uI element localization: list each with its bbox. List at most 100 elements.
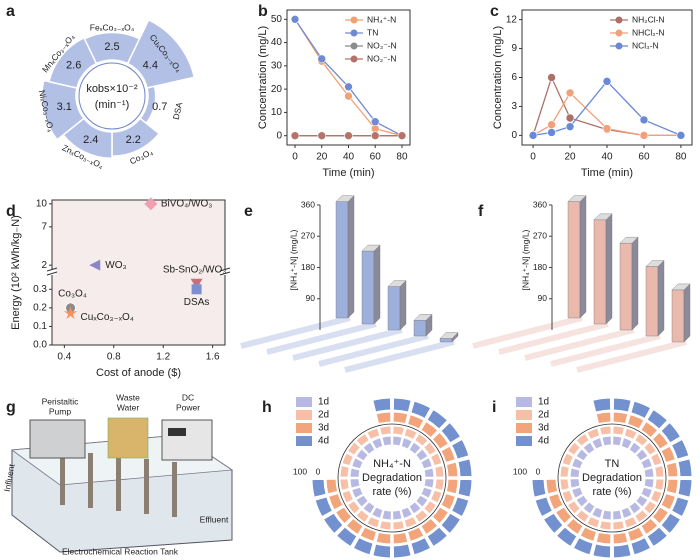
electrode bbox=[88, 453, 93, 508]
diagram-label: Water bbox=[117, 402, 140, 412]
panel-letter: c bbox=[490, 3, 499, 20]
center-text: Degradation bbox=[362, 472, 422, 484]
series-line bbox=[294, 18, 403, 137]
legend-label: NH₂Cl-N bbox=[632, 14, 665, 24]
electrode bbox=[172, 462, 177, 517]
ring-block bbox=[415, 448, 429, 462]
bar-face bbox=[335, 195, 355, 202]
panel-letter: e bbox=[244, 203, 253, 220]
ring-block bbox=[635, 448, 649, 462]
ring-block bbox=[431, 506, 450, 525]
data-point bbox=[547, 73, 556, 82]
legend-label: 4d bbox=[538, 436, 549, 447]
scale-label: 0 bbox=[536, 466, 541, 476]
bar-face bbox=[579, 195, 587, 319]
ring-block bbox=[410, 400, 432, 420]
y-tick-label: 0 bbox=[511, 130, 517, 141]
ring-block bbox=[314, 496, 334, 518]
bar-face bbox=[671, 283, 691, 291]
ring-block bbox=[634, 509, 649, 524]
bar-face bbox=[361, 250, 375, 325]
data-point bbox=[565, 88, 575, 98]
bar-face bbox=[619, 236, 639, 244]
floor-strip bbox=[292, 327, 403, 361]
ring-block bbox=[341, 452, 355, 467]
electrode bbox=[116, 456, 121, 511]
ring-block bbox=[531, 478, 547, 498]
scale-label: 100 bbox=[513, 466, 527, 476]
ring-block bbox=[545, 478, 559, 495]
y-tick-label: 360 bbox=[301, 199, 315, 209]
bar-face bbox=[631, 236, 639, 331]
y-axis-label: Concentration (mg/L) bbox=[492, 26, 504, 129]
data-point bbox=[602, 77, 612, 86]
ring-block bbox=[352, 536, 374, 556]
ring-block bbox=[628, 441, 642, 455]
axis-break-gap bbox=[221, 270, 229, 275]
ring-block bbox=[643, 478, 655, 489]
y-tick-label: 30 bbox=[271, 61, 283, 72]
legend-marker bbox=[615, 42, 623, 50]
ring-block bbox=[571, 457, 584, 470]
ring-block bbox=[403, 427, 418, 441]
value-label: 0.7 bbox=[152, 101, 167, 113]
x-tick-label: 0.8 bbox=[107, 352, 121, 363]
legend-label: 3d bbox=[538, 423, 549, 434]
data-point bbox=[639, 131, 649, 140]
diagram-label: Electrochemical Reaction Tank bbox=[62, 546, 179, 556]
ring-block bbox=[670, 496, 690, 518]
data-point bbox=[639, 115, 649, 125]
ring-block bbox=[665, 461, 679, 478]
diagram-label: Peristaltic bbox=[42, 396, 80, 406]
ring-block bbox=[612, 543, 632, 559]
bar bbox=[413, 313, 433, 337]
x-tick-label: 80 bbox=[675, 152, 687, 163]
ring-block bbox=[355, 494, 369, 508]
ring-block bbox=[362, 441, 376, 455]
ring-block bbox=[542, 512, 564, 535]
ring-block bbox=[420, 420, 439, 439]
ring-block bbox=[440, 421, 462, 444]
ring-block bbox=[660, 445, 677, 464]
legend-marker bbox=[350, 55, 358, 63]
floor-strip bbox=[266, 321, 377, 355]
bar bbox=[671, 283, 691, 343]
data-point bbox=[317, 131, 327, 140]
center-text: NH₄⁺-N bbox=[373, 458, 411, 470]
power-display bbox=[168, 428, 186, 436]
y-tick-label: 360 bbox=[533, 199, 547, 209]
ring-block bbox=[620, 506, 633, 519]
y-axis-label: Energy (10² kWh/kg₋N) bbox=[10, 215, 22, 330]
axis-break-gap bbox=[48, 270, 56, 275]
y-tick-label: 90 bbox=[538, 293, 548, 303]
legend-swatch bbox=[296, 410, 312, 420]
value-label: 2.6 bbox=[66, 59, 81, 71]
ring-block bbox=[457, 458, 473, 478]
bar bbox=[567, 195, 587, 319]
pump bbox=[29, 419, 86, 459]
y-tick-label: 20 bbox=[271, 84, 283, 95]
ring-block bbox=[311, 478, 327, 498]
ring-block bbox=[381, 435, 392, 447]
bar-face bbox=[605, 213, 613, 325]
marker bbox=[89, 259, 101, 271]
ring-block bbox=[327, 492, 344, 511]
y-tick-label: 0.3 bbox=[33, 284, 47, 295]
legend-label: NHCl₂-N bbox=[632, 27, 665, 37]
ring-block bbox=[392, 531, 409, 545]
diagram-label: Influent bbox=[2, 463, 17, 493]
point-label: BiVO₄/WO₃ bbox=[161, 198, 213, 209]
ring-block bbox=[355, 509, 370, 524]
y-tick-label: 0.2 bbox=[33, 302, 47, 313]
ring-block bbox=[366, 427, 381, 441]
legend-label: NH₄⁺-N bbox=[367, 14, 396, 24]
y-tick-label: 90 bbox=[306, 293, 316, 303]
data-point bbox=[290, 15, 300, 24]
ring-block bbox=[410, 536, 432, 556]
bar bbox=[335, 195, 355, 319]
ring-block bbox=[362, 501, 376, 515]
ring-block bbox=[598, 425, 612, 436]
ring-block bbox=[406, 413, 425, 430]
bar-face bbox=[387, 286, 401, 331]
ring-block bbox=[346, 500, 361, 515]
